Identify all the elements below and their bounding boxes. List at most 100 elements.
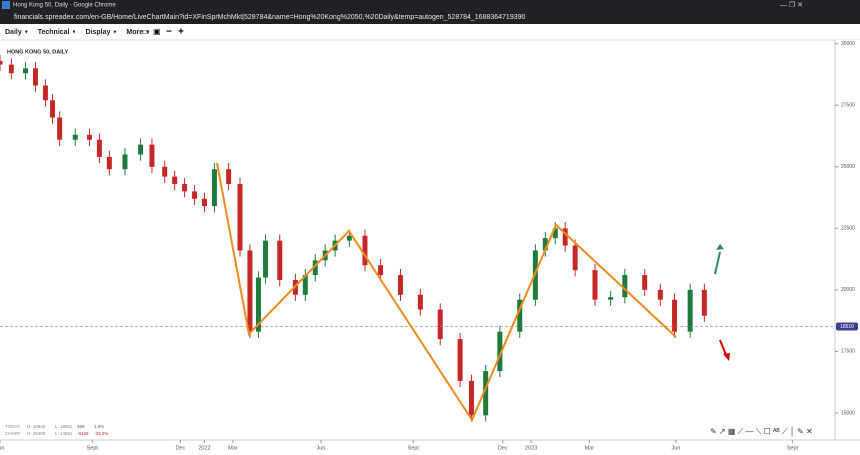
x-tick-label: 2023 xyxy=(525,445,537,451)
address-bar[interactable]: financials.spreadex.com/en-GB/Home/LiveC… xyxy=(14,14,526,21)
dropdown-caret[interactable]: ▼ xyxy=(72,29,77,35)
info-cell: L: 14881 xyxy=(55,431,73,436)
x-tick-label: 2022 xyxy=(198,445,210,451)
last-price-tag: 18510 xyxy=(840,324,854,330)
candle-body xyxy=(122,154,128,170)
x-tick-label: Sept xyxy=(787,445,799,451)
candle-body xyxy=(701,289,707,316)
candle-body xyxy=(149,144,155,167)
up-arrow xyxy=(714,251,721,275)
info-cell: -9428 xyxy=(77,431,89,436)
x-tick-label: Dec xyxy=(498,445,508,451)
candle-body xyxy=(542,238,548,251)
candle-body xyxy=(687,289,693,332)
down-arrowhead xyxy=(723,353,730,361)
candle-body xyxy=(192,191,198,199)
window-title: Hong Kong 50, Daily - Google Chrome xyxy=(13,3,116,9)
toolbar-menu[interactable]: More xyxy=(126,29,143,36)
candle-body xyxy=(50,100,56,118)
x-tick-label: Mar xyxy=(228,445,238,451)
candle-body xyxy=(517,299,523,332)
info-cell: -33.3% xyxy=(94,431,108,436)
candle-body xyxy=(417,294,423,310)
candle-body xyxy=(657,289,663,300)
y-tick-label: 25000 xyxy=(841,164,855,170)
candle-body xyxy=(378,265,384,276)
chart-title: HONG KONG 50, DAILY xyxy=(7,49,69,55)
candle-body xyxy=(642,275,648,290)
info-cell: TODAY xyxy=(5,424,20,429)
x-tick-label: Jun xyxy=(0,445,4,451)
down-arrow xyxy=(719,339,727,356)
candle-body xyxy=(302,275,308,295)
window-controls[interactable]: — ❐ ✕ xyxy=(780,1,803,9)
x-tick-label: Sept xyxy=(408,445,420,451)
candle-body xyxy=(33,68,39,86)
y-tick-label: 15000 xyxy=(841,410,855,416)
info-cell: 1.9% xyxy=(94,424,104,429)
candle-body xyxy=(346,235,352,241)
candle-body xyxy=(57,117,63,140)
zoom-in[interactable]: + xyxy=(178,27,184,38)
candle-body xyxy=(138,144,144,155)
last-price-tag-bg xyxy=(836,322,858,331)
candle-body xyxy=(211,169,217,207)
candle-body xyxy=(106,156,112,170)
candle-body xyxy=(72,134,78,140)
candle-body xyxy=(263,240,269,278)
candle-body xyxy=(362,235,368,266)
candle-body xyxy=(397,275,403,295)
toolbar-menu[interactable]: Technical xyxy=(38,29,70,36)
y-tick-label: 30000 xyxy=(841,41,855,47)
x-tick-label: Mar xyxy=(585,445,595,451)
tab-icon xyxy=(2,1,10,9)
candle-body xyxy=(497,331,503,372)
browser-chrome xyxy=(0,0,860,24)
dropdown-caret[interactable]: ▼ xyxy=(145,29,150,35)
toolbar-menu[interactable]: Display xyxy=(86,29,111,36)
save-icon[interactable]: ▣ xyxy=(153,27,161,36)
info-cell: L: 18901 xyxy=(55,424,73,429)
x-tick-label: Dec xyxy=(175,445,185,451)
info-cell: H: 19842 xyxy=(27,424,46,429)
y-axis-panel xyxy=(835,40,860,440)
candle-body xyxy=(226,169,232,184)
candle-body xyxy=(237,184,243,251)
candle-body xyxy=(0,60,3,65)
candle-body xyxy=(23,68,29,74)
info-cell: H: 29400 xyxy=(27,431,46,436)
candle-body xyxy=(247,250,253,332)
candle-body xyxy=(622,275,628,298)
zoom-out[interactable]: − xyxy=(166,27,172,38)
plot xyxy=(0,54,835,422)
candle-body xyxy=(562,228,568,246)
info-cell: 369 xyxy=(77,424,85,429)
candle-body xyxy=(437,309,443,340)
candle-body xyxy=(592,270,598,300)
y-tick-label: 20000 xyxy=(841,287,855,293)
dropdown-caret[interactable]: ▼ xyxy=(112,29,117,35)
candle-body xyxy=(96,139,102,157)
candle-body xyxy=(255,277,261,332)
candle-body xyxy=(162,166,168,177)
candle-body xyxy=(468,380,474,416)
x-tick-label: Jun xyxy=(672,445,681,451)
candle-body xyxy=(312,260,318,276)
up-arrowhead xyxy=(716,244,724,250)
y-tick-label: 27500 xyxy=(841,103,855,109)
candle-body xyxy=(672,299,678,332)
candle-body xyxy=(608,297,614,300)
candle-body xyxy=(201,198,207,207)
candle-body xyxy=(483,371,489,416)
dropdown-caret[interactable]: ▼ xyxy=(24,29,29,35)
y-tick-label: 17500 xyxy=(841,349,855,355)
toolbar-menu[interactable]: Daily xyxy=(5,29,22,36)
candle-body xyxy=(172,176,178,184)
open-icon[interactable]: ▭ xyxy=(142,27,150,36)
toolbar-items: Daily ▼ Technical ▼ Display ▼ More ▼ xyxy=(5,29,150,36)
y-tick-label: 22500 xyxy=(841,226,855,232)
candle-body xyxy=(457,339,463,381)
drawing-tools[interactable]: ✎ ↗ ▦ ⟋ ― ⟍ ☐ ᴬᴮ ⟋ │ ✎ ✕ xyxy=(710,426,813,437)
